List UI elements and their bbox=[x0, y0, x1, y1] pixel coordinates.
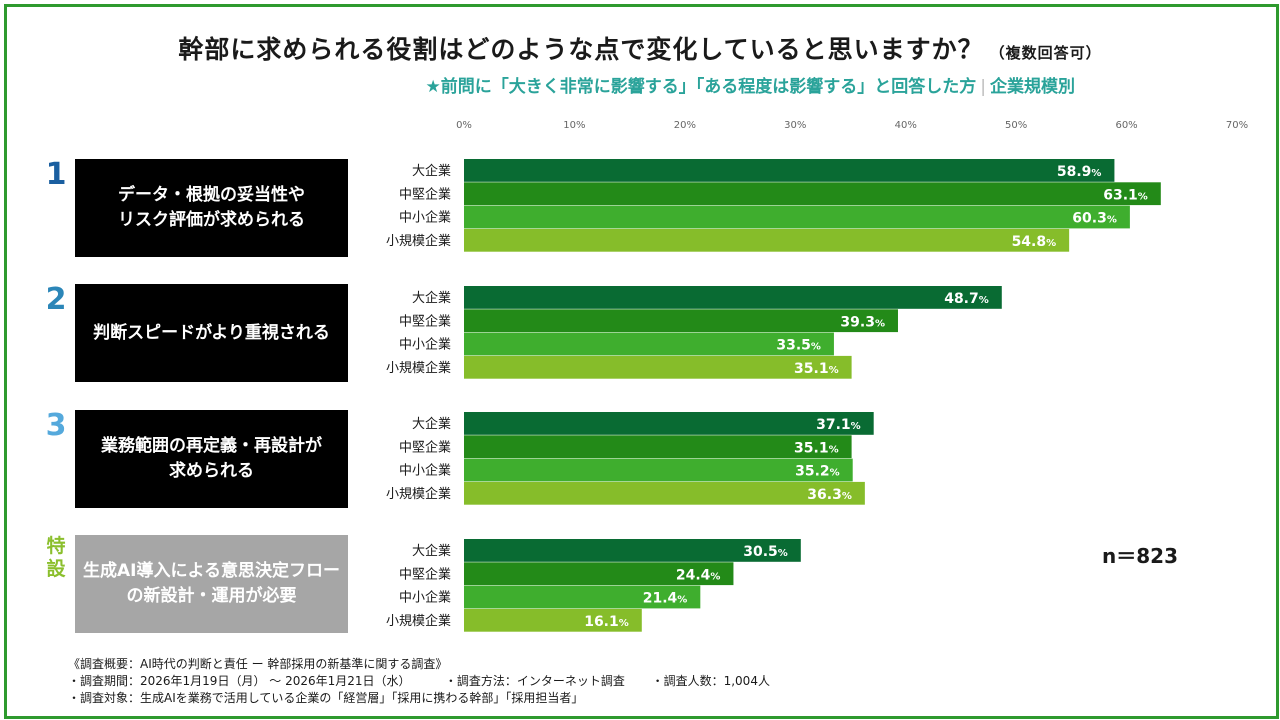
bar-2-4 bbox=[464, 355, 852, 379]
category-label: 中堅企業 bbox=[399, 186, 451, 202]
x-tick-label: 30% bbox=[784, 120, 806, 131]
footer-method: ・調査方法：インターネット調査 bbox=[444, 674, 625, 688]
item-label-box-2: 判断スピードがより重視される bbox=[75, 284, 348, 382]
rank-number-3: 3 bbox=[45, 408, 67, 443]
item-label-box-1: データ・根拠の妥当性や リスク評価が求められる bbox=[75, 159, 348, 257]
rank-number-1: 1 bbox=[45, 157, 67, 192]
bar-1-1 bbox=[464, 159, 1115, 182]
item-label-box-3: 業務範囲の再定義・再設計が 求められる bbox=[75, 410, 348, 508]
data-label: 58.9% bbox=[1057, 164, 1102, 180]
data-label: 30.5% bbox=[743, 544, 788, 560]
data-label: 37.1% bbox=[816, 417, 861, 433]
category-label: 中小企業 bbox=[399, 463, 451, 479]
category-label: 小規模企業 bbox=[386, 360, 451, 376]
data-label: 24.4% bbox=[676, 567, 721, 583]
category-label: 小規模企業 bbox=[386, 486, 451, 502]
bar-4-3 bbox=[464, 585, 701, 609]
bar-1-3 bbox=[464, 205, 1130, 229]
bar-4-4 bbox=[464, 608, 642, 632]
data-label: 39.3% bbox=[840, 314, 885, 330]
bar-3-1 bbox=[464, 412, 874, 435]
x-tick-label: 60% bbox=[1115, 120, 1137, 131]
bar-1-4 bbox=[464, 228, 1070, 252]
sample-size: n＝823 bbox=[1102, 544, 1178, 568]
x-tick-label: 10% bbox=[563, 120, 585, 131]
data-label: 33.5% bbox=[776, 338, 821, 354]
category-label: 大企業 bbox=[412, 416, 451, 432]
survey-footer: 《調査概要：AI時代の判断と責任 ー 幹部採用の新基準に関する調査》 ・調査期間… bbox=[68, 656, 770, 707]
bar-4-1 bbox=[464, 539, 801, 562]
bar-4-2 bbox=[464, 562, 734, 586]
rank-number-4: 特 設 bbox=[46, 535, 66, 580]
category-label: 大企業 bbox=[412, 290, 451, 306]
bar-2-2 bbox=[464, 309, 898, 333]
x-tick-label: 0% bbox=[456, 120, 472, 131]
title-note: （複数回答可） bbox=[989, 44, 1102, 62]
title-text: 幹部に求められる役割はどのような点で変化していると思いますか？ bbox=[178, 35, 984, 64]
category-label: 大企業 bbox=[412, 543, 451, 559]
slide-frame bbox=[4, 4, 1279, 719]
category-label: 中堅企業 bbox=[399, 566, 451, 582]
bar-2-1 bbox=[464, 286, 1002, 309]
footer-title: 《調査概要：AI時代の判断と責任 ー 幹部採用の新基準に関する調査》 bbox=[68, 657, 448, 671]
bar-2-3 bbox=[464, 332, 834, 356]
bar-3-4 bbox=[464, 481, 865, 505]
data-label: 35.1% bbox=[794, 361, 839, 377]
footer-count: ・調査人数：1,004人 bbox=[651, 674, 770, 688]
subtitle-group: 企業規模別 bbox=[990, 77, 1075, 97]
x-tick-label: 40% bbox=[895, 120, 917, 131]
item-label-box-4: 生成AI導入による意思決定フロー の新設計・運用が必要 bbox=[75, 535, 348, 633]
data-label: 36.3% bbox=[807, 487, 852, 503]
subtitle-condition: ★前問に「大きく非常に影響する」「ある程度は影響する」と回答した方 bbox=[425, 77, 977, 97]
category-label: 中堅企業 bbox=[399, 313, 451, 329]
data-label: 21.4% bbox=[643, 591, 688, 607]
data-label: 60.3% bbox=[1072, 211, 1117, 227]
subtitle: ★前問に「大きく非常に影響する」「ある程度は影響する」と回答した方 | 企業規模別 bbox=[426, 72, 1075, 97]
page-title: 幹部に求められる役割はどのような点で変化していると思いますか？ （複数回答可） bbox=[0, 30, 1280, 66]
x-tick-label: 50% bbox=[1005, 120, 1027, 131]
data-label: 35.2% bbox=[795, 464, 840, 480]
category-label: 大企業 bbox=[412, 163, 451, 179]
footer-period: ・調査期間：2026年1月19日（月） 〜 2026年1月21日（水） bbox=[68, 674, 411, 688]
category-label: 小規模企業 bbox=[386, 613, 451, 629]
bar-1-2 bbox=[464, 182, 1161, 206]
footer-row-2: ・調査期間：2026年1月19日（月） 〜 2026年1月21日（水） ・調査方… bbox=[68, 673, 770, 690]
bar-3-3 bbox=[464, 458, 853, 482]
x-tick-label: 70% bbox=[1226, 120, 1248, 131]
subtitle-separator: | bbox=[980, 77, 986, 97]
category-label: 中小企業 bbox=[399, 210, 451, 226]
category-label: 中堅企業 bbox=[399, 439, 451, 455]
footer-target: ・調査対象：生成AIを業務で活用している企業の「経営層」「採用に携わる幹部」「採… bbox=[68, 691, 584, 705]
data-label: 48.7% bbox=[944, 291, 989, 307]
data-label: 63.1% bbox=[1103, 187, 1148, 203]
x-tick-label: 20% bbox=[674, 120, 696, 131]
data-label: 35.1% bbox=[794, 440, 839, 456]
bar-3-2 bbox=[464, 435, 852, 459]
data-label: 54.8% bbox=[1012, 234, 1057, 250]
category-label: 中小企業 bbox=[399, 590, 451, 606]
category-label: 中小企業 bbox=[399, 337, 451, 353]
data-label: 16.1% bbox=[584, 614, 629, 630]
category-label: 小規模企業 bbox=[386, 233, 451, 249]
rank-number-2: 2 bbox=[45, 282, 67, 317]
